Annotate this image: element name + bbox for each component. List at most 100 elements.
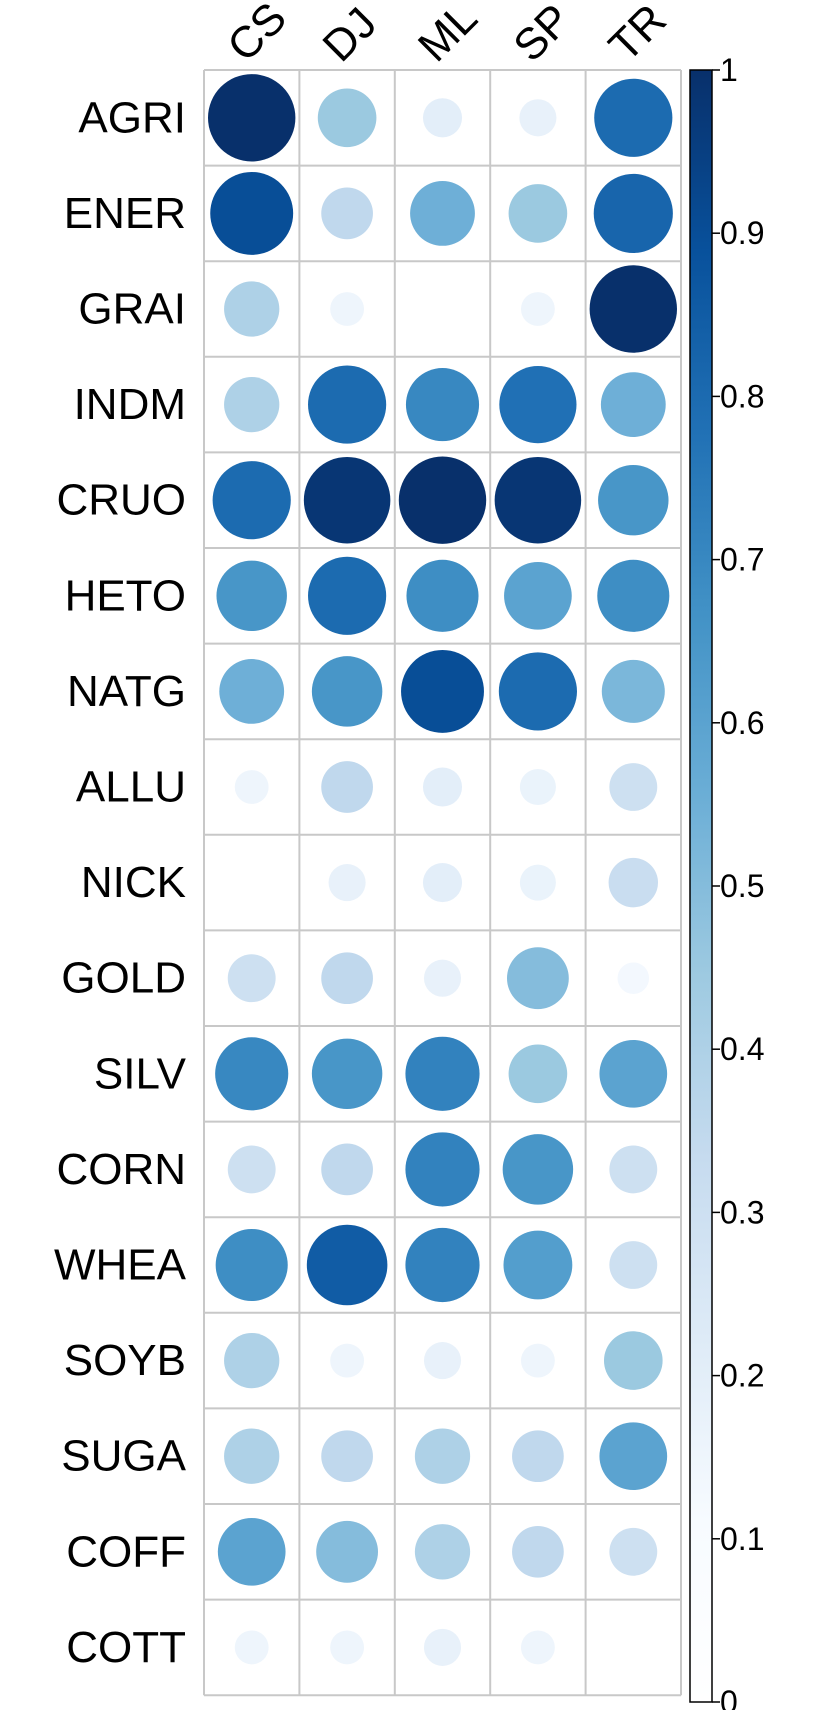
row-label-nick: NICK <box>81 858 186 907</box>
colorbar: 0 0.1 0.2 0.3 0.4 0.5 0.6 0.7 0.8 0.9 1 <box>689 52 764 1710</box>
row-label-corn: CORN <box>56 1145 186 1194</box>
corr-circle-gold-cs <box>227 954 276 1003</box>
colorbar-tick-label: 0 <box>720 1684 738 1710</box>
corr-circle-coff-sp <box>512 1525 564 1578</box>
corr-circle-corn-sp <box>502 1134 574 1205</box>
grid <box>203 69 682 1697</box>
corr-circle-ener-sp <box>508 184 568 243</box>
corr-circle-cruo-sp <box>494 456 582 544</box>
corr-circle-heto-ml <box>406 559 479 632</box>
row-label-heto: HETO <box>65 571 186 620</box>
corr-circle-nick-tr <box>608 857 659 908</box>
corr-circle-allu-cs <box>234 770 269 804</box>
column-label-sp: SP <box>504 0 580 71</box>
column-label-tr: TR <box>600 0 676 71</box>
corr-circle-heto-sp <box>504 561 572 630</box>
corr-circle-agri-dj <box>317 88 377 148</box>
corr-circle-corn-ml <box>405 1132 480 1207</box>
colorbar-tick-label: 1 <box>720 52 738 88</box>
corr-circle-indm-tr <box>600 372 666 438</box>
corr-circle-coff-ml <box>414 1524 471 1580</box>
corr-circle-silv-sp <box>508 1044 568 1104</box>
corr-circle-agri-ml <box>422 98 463 138</box>
corr-circle-agri-sp <box>519 99 557 137</box>
corr-circle-nick-dj <box>328 864 366 902</box>
corr-circle-heto-dj <box>308 556 387 635</box>
colorbar-tick-label: 0.2 <box>720 1358 764 1394</box>
corr-circle-soyb-tr <box>603 1331 663 1390</box>
corr-circle-coff-tr <box>609 1527 658 1576</box>
corr-circle-heto-tr <box>597 559 670 632</box>
corr-circle-cott-cs <box>234 1630 269 1665</box>
column-label-cs: CS <box>218 0 296 71</box>
row-labels: AGRI ENER GRAI INDM CRUO HETO NATG ALLU NICK GOLD… <box>54 93 187 1672</box>
corr-circle-suga-sp <box>512 1430 564 1483</box>
colorbar-tick-label: 0.3 <box>720 1194 764 1230</box>
row-label-grai: GRAI <box>78 285 186 334</box>
corr-circle-ener-dj <box>321 187 373 240</box>
row-label-gold: GOLD <box>61 954 186 1003</box>
corr-circle-corn-dj <box>321 1143 373 1196</box>
row-label-natg: NATG <box>67 667 186 716</box>
corr-circle-allu-sp <box>519 768 556 806</box>
corr-circle-allu-tr <box>609 763 658 811</box>
corr-circle-gold-sp <box>506 947 569 1010</box>
colorbar-gradient <box>689 69 713 1703</box>
row-label-suga: SUGA <box>61 1432 186 1481</box>
circle-marks <box>208 74 677 1666</box>
colorbar-tick-label: 0.6 <box>720 705 764 741</box>
column-label-ml: ML <box>409 0 487 71</box>
row-label-cott: COTT <box>66 1623 186 1672</box>
corr-circle-natg-cs <box>219 658 285 724</box>
corr-circle-soyb-dj <box>330 1343 365 1378</box>
row-label-ener: ENER <box>64 189 186 238</box>
corr-circle-corn-cs <box>227 1145 276 1194</box>
corr-circle-soyb-sp <box>520 1343 555 1378</box>
corr-circle-whea-dj <box>306 1224 388 1306</box>
corr-circle-grai-cs <box>224 281 280 337</box>
corr-circle-soyb-ml <box>423 1342 462 1380</box>
corr-circle-coff-cs <box>217 1517 286 1586</box>
corr-circle-suga-cs <box>224 1428 280 1484</box>
corr-circle-indm-sp <box>499 366 577 444</box>
corr-circle-suga-ml <box>414 1428 471 1484</box>
corr-circle-indm-cs <box>224 376 280 433</box>
row-label-allu: ALLU <box>76 763 186 812</box>
corr-circle-natg-sp <box>498 652 577 731</box>
corr-circle-cruo-cs <box>212 461 291 540</box>
corr-circle-ener-ml <box>410 180 475 246</box>
corr-circle-coff-dj <box>316 1520 379 1583</box>
corr-circle-whea-sp <box>503 1230 573 1300</box>
corr-circle-cruo-ml <box>398 456 487 544</box>
corr-circle-gold-tr <box>617 962 650 994</box>
corr-circle-cruo-dj <box>303 456 391 544</box>
corr-circle-grai-sp <box>520 292 555 326</box>
row-label-indm: INDM <box>74 380 186 429</box>
corr-circle-silv-tr <box>599 1039 668 1108</box>
corr-circle-natg-dj <box>311 656 383 727</box>
corr-circle-agri-tr <box>594 78 673 157</box>
corr-circle-cott-sp <box>520 1630 555 1665</box>
corr-circle-grai-dj <box>330 292 365 326</box>
corr-circle-cott-dj <box>330 1630 365 1665</box>
column-labels: CS DJ ML SP TR <box>218 0 676 71</box>
row-label-silv: SILV <box>94 1049 187 1098</box>
corr-circle-nick-sp <box>519 864 556 901</box>
row-label-soyb: SOYB <box>64 1336 186 1385</box>
corr-circle-whea-cs <box>215 1228 288 1302</box>
colorbar-tick-label: 0.5 <box>720 868 764 904</box>
corr-circle-indm-ml <box>405 368 480 442</box>
corr-circle-suga-tr <box>599 1422 668 1491</box>
row-label-coff: COFF <box>66 1527 186 1576</box>
corr-circle-corn-tr <box>609 1145 658 1194</box>
colorbar-tick-label: 0.9 <box>720 215 764 251</box>
corr-circle-suga-dj <box>321 1430 373 1483</box>
corr-circle-ener-cs <box>210 171 294 255</box>
corr-circle-allu-ml <box>422 767 463 807</box>
corr-circle-soyb-cs <box>224 1332 280 1389</box>
colorbar-tick-label: 0.1 <box>720 1521 764 1557</box>
corr-circle-heto-cs <box>216 560 287 632</box>
corr-circle-natg-tr <box>601 659 665 723</box>
corr-circle-gold-ml <box>423 959 462 997</box>
corr-circle-silv-dj <box>311 1038 383 1110</box>
